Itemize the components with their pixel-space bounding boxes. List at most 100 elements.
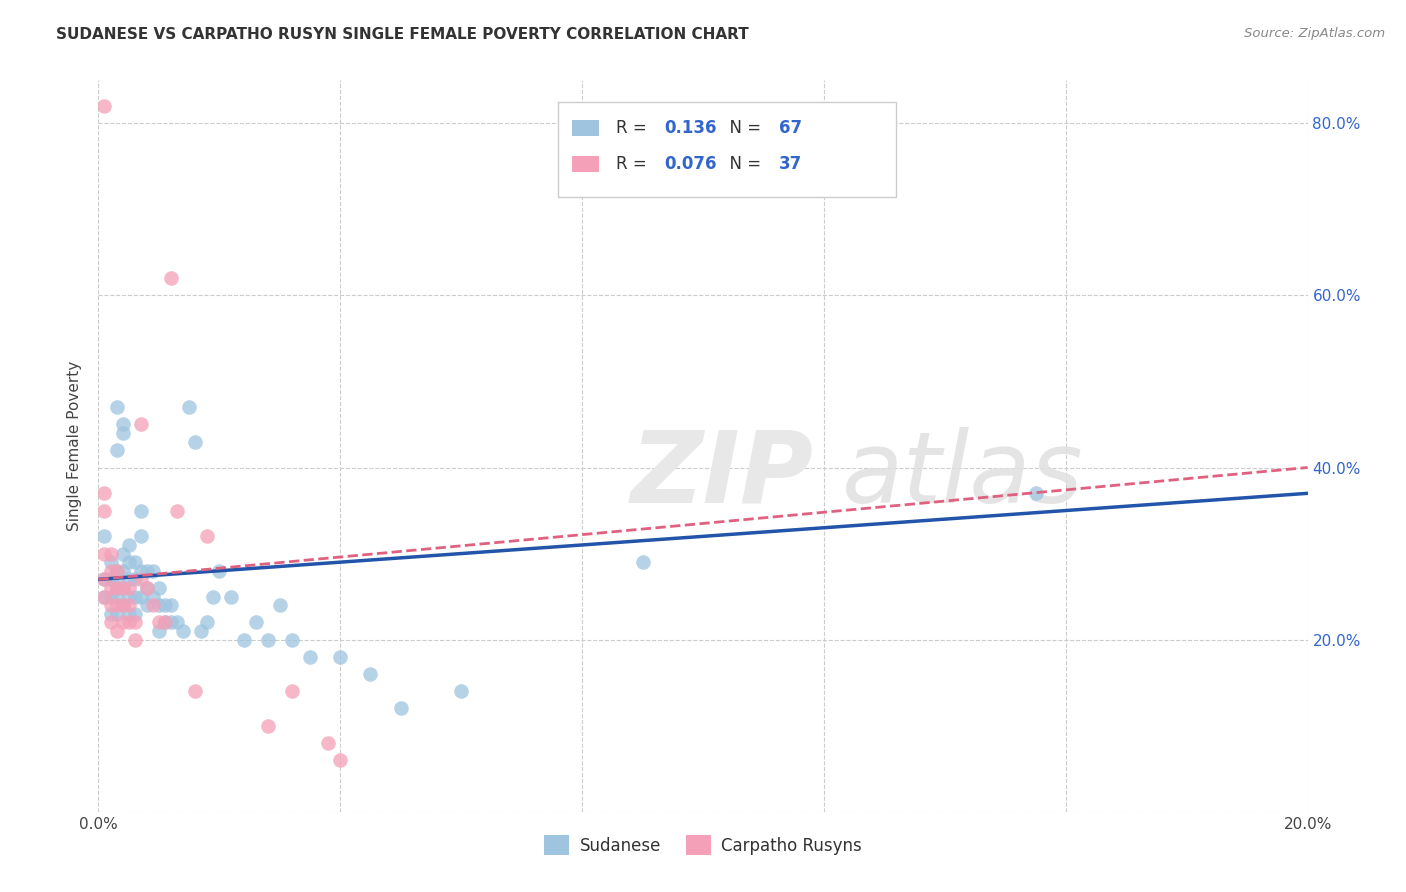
Point	[100, 564, 122, 578]
Point	[93, 503, 115, 517]
Text: 37: 37	[779, 155, 803, 173]
Point	[105, 564, 128, 578]
Point	[124, 632, 146, 647]
Point	[100, 607, 122, 621]
Point	[281, 632, 304, 647]
Text: Source: ZipAtlas.com: Source: ZipAtlas.com	[1244, 27, 1385, 40]
Point	[245, 615, 267, 630]
Point	[148, 615, 170, 630]
Point	[105, 564, 128, 578]
Point	[105, 590, 128, 604]
Point	[129, 503, 152, 517]
Point	[129, 573, 152, 587]
Point	[142, 564, 165, 578]
Point	[148, 624, 170, 638]
Point	[269, 598, 291, 612]
Point	[111, 417, 134, 432]
Point	[129, 417, 152, 432]
Legend: Sudanese, Carpatho Rusyns: Sudanese, Carpatho Rusyns	[537, 829, 869, 862]
Point	[105, 573, 128, 587]
Point	[160, 598, 183, 612]
Point	[153, 615, 176, 630]
Point	[124, 590, 146, 604]
Point	[93, 573, 115, 587]
Text: N =: N =	[718, 119, 766, 136]
Point	[124, 555, 146, 569]
Point	[100, 590, 122, 604]
Point	[172, 624, 194, 638]
Point	[111, 426, 134, 441]
Point	[93, 573, 115, 587]
Point	[118, 598, 141, 612]
Point	[160, 271, 183, 285]
Point	[100, 615, 122, 630]
Point	[129, 590, 152, 604]
Point	[100, 555, 122, 569]
Text: R =: R =	[616, 119, 652, 136]
Point	[105, 401, 128, 415]
Point	[316, 736, 339, 750]
Point	[329, 649, 352, 664]
Point	[389, 701, 412, 715]
Bar	[572, 120, 599, 136]
Point	[111, 581, 134, 595]
Point	[105, 598, 128, 612]
Point	[179, 401, 201, 415]
Point	[124, 607, 146, 621]
Point	[631, 555, 654, 569]
Point	[93, 590, 115, 604]
Point	[184, 684, 207, 698]
Point	[202, 590, 225, 604]
Text: 0.076: 0.076	[664, 155, 717, 173]
Point	[135, 581, 157, 595]
Point	[195, 529, 218, 543]
Point	[148, 581, 170, 595]
Point	[221, 590, 243, 604]
Point	[93, 547, 115, 561]
Point	[184, 434, 207, 449]
Point	[256, 632, 278, 647]
Point	[129, 564, 152, 578]
Point	[166, 503, 188, 517]
Point	[100, 547, 122, 561]
Point	[93, 590, 115, 604]
Point	[129, 529, 152, 543]
Point	[111, 598, 134, 612]
Point	[111, 615, 134, 630]
Text: atlas: atlas	[842, 426, 1084, 524]
Text: R =: R =	[616, 155, 652, 173]
Point	[118, 607, 141, 621]
Point	[118, 555, 141, 569]
Point	[360, 667, 382, 681]
Point	[105, 581, 128, 595]
Point	[195, 615, 218, 630]
Point	[450, 684, 472, 698]
Point	[135, 581, 157, 595]
Point	[135, 598, 157, 612]
Point	[256, 719, 278, 733]
Point	[111, 581, 134, 595]
Y-axis label: Single Female Poverty: Single Female Poverty	[67, 361, 83, 531]
Point	[118, 581, 141, 595]
Point	[93, 486, 115, 500]
Point	[111, 547, 134, 561]
Point	[124, 615, 146, 630]
Point	[105, 443, 128, 458]
Point	[118, 590, 141, 604]
Point	[100, 573, 122, 587]
Point	[148, 598, 170, 612]
FancyBboxPatch shape	[558, 103, 897, 197]
Text: N =: N =	[718, 155, 766, 173]
Text: 67: 67	[779, 119, 803, 136]
Text: ZIP: ZIP	[630, 426, 814, 524]
Point	[118, 538, 141, 552]
Point	[166, 615, 188, 630]
Point	[111, 564, 134, 578]
Point	[160, 615, 183, 630]
Point	[208, 564, 231, 578]
Text: 0.136: 0.136	[664, 119, 717, 136]
Point	[142, 598, 165, 612]
Point	[93, 99, 115, 113]
Point	[281, 684, 304, 698]
Point	[100, 598, 122, 612]
